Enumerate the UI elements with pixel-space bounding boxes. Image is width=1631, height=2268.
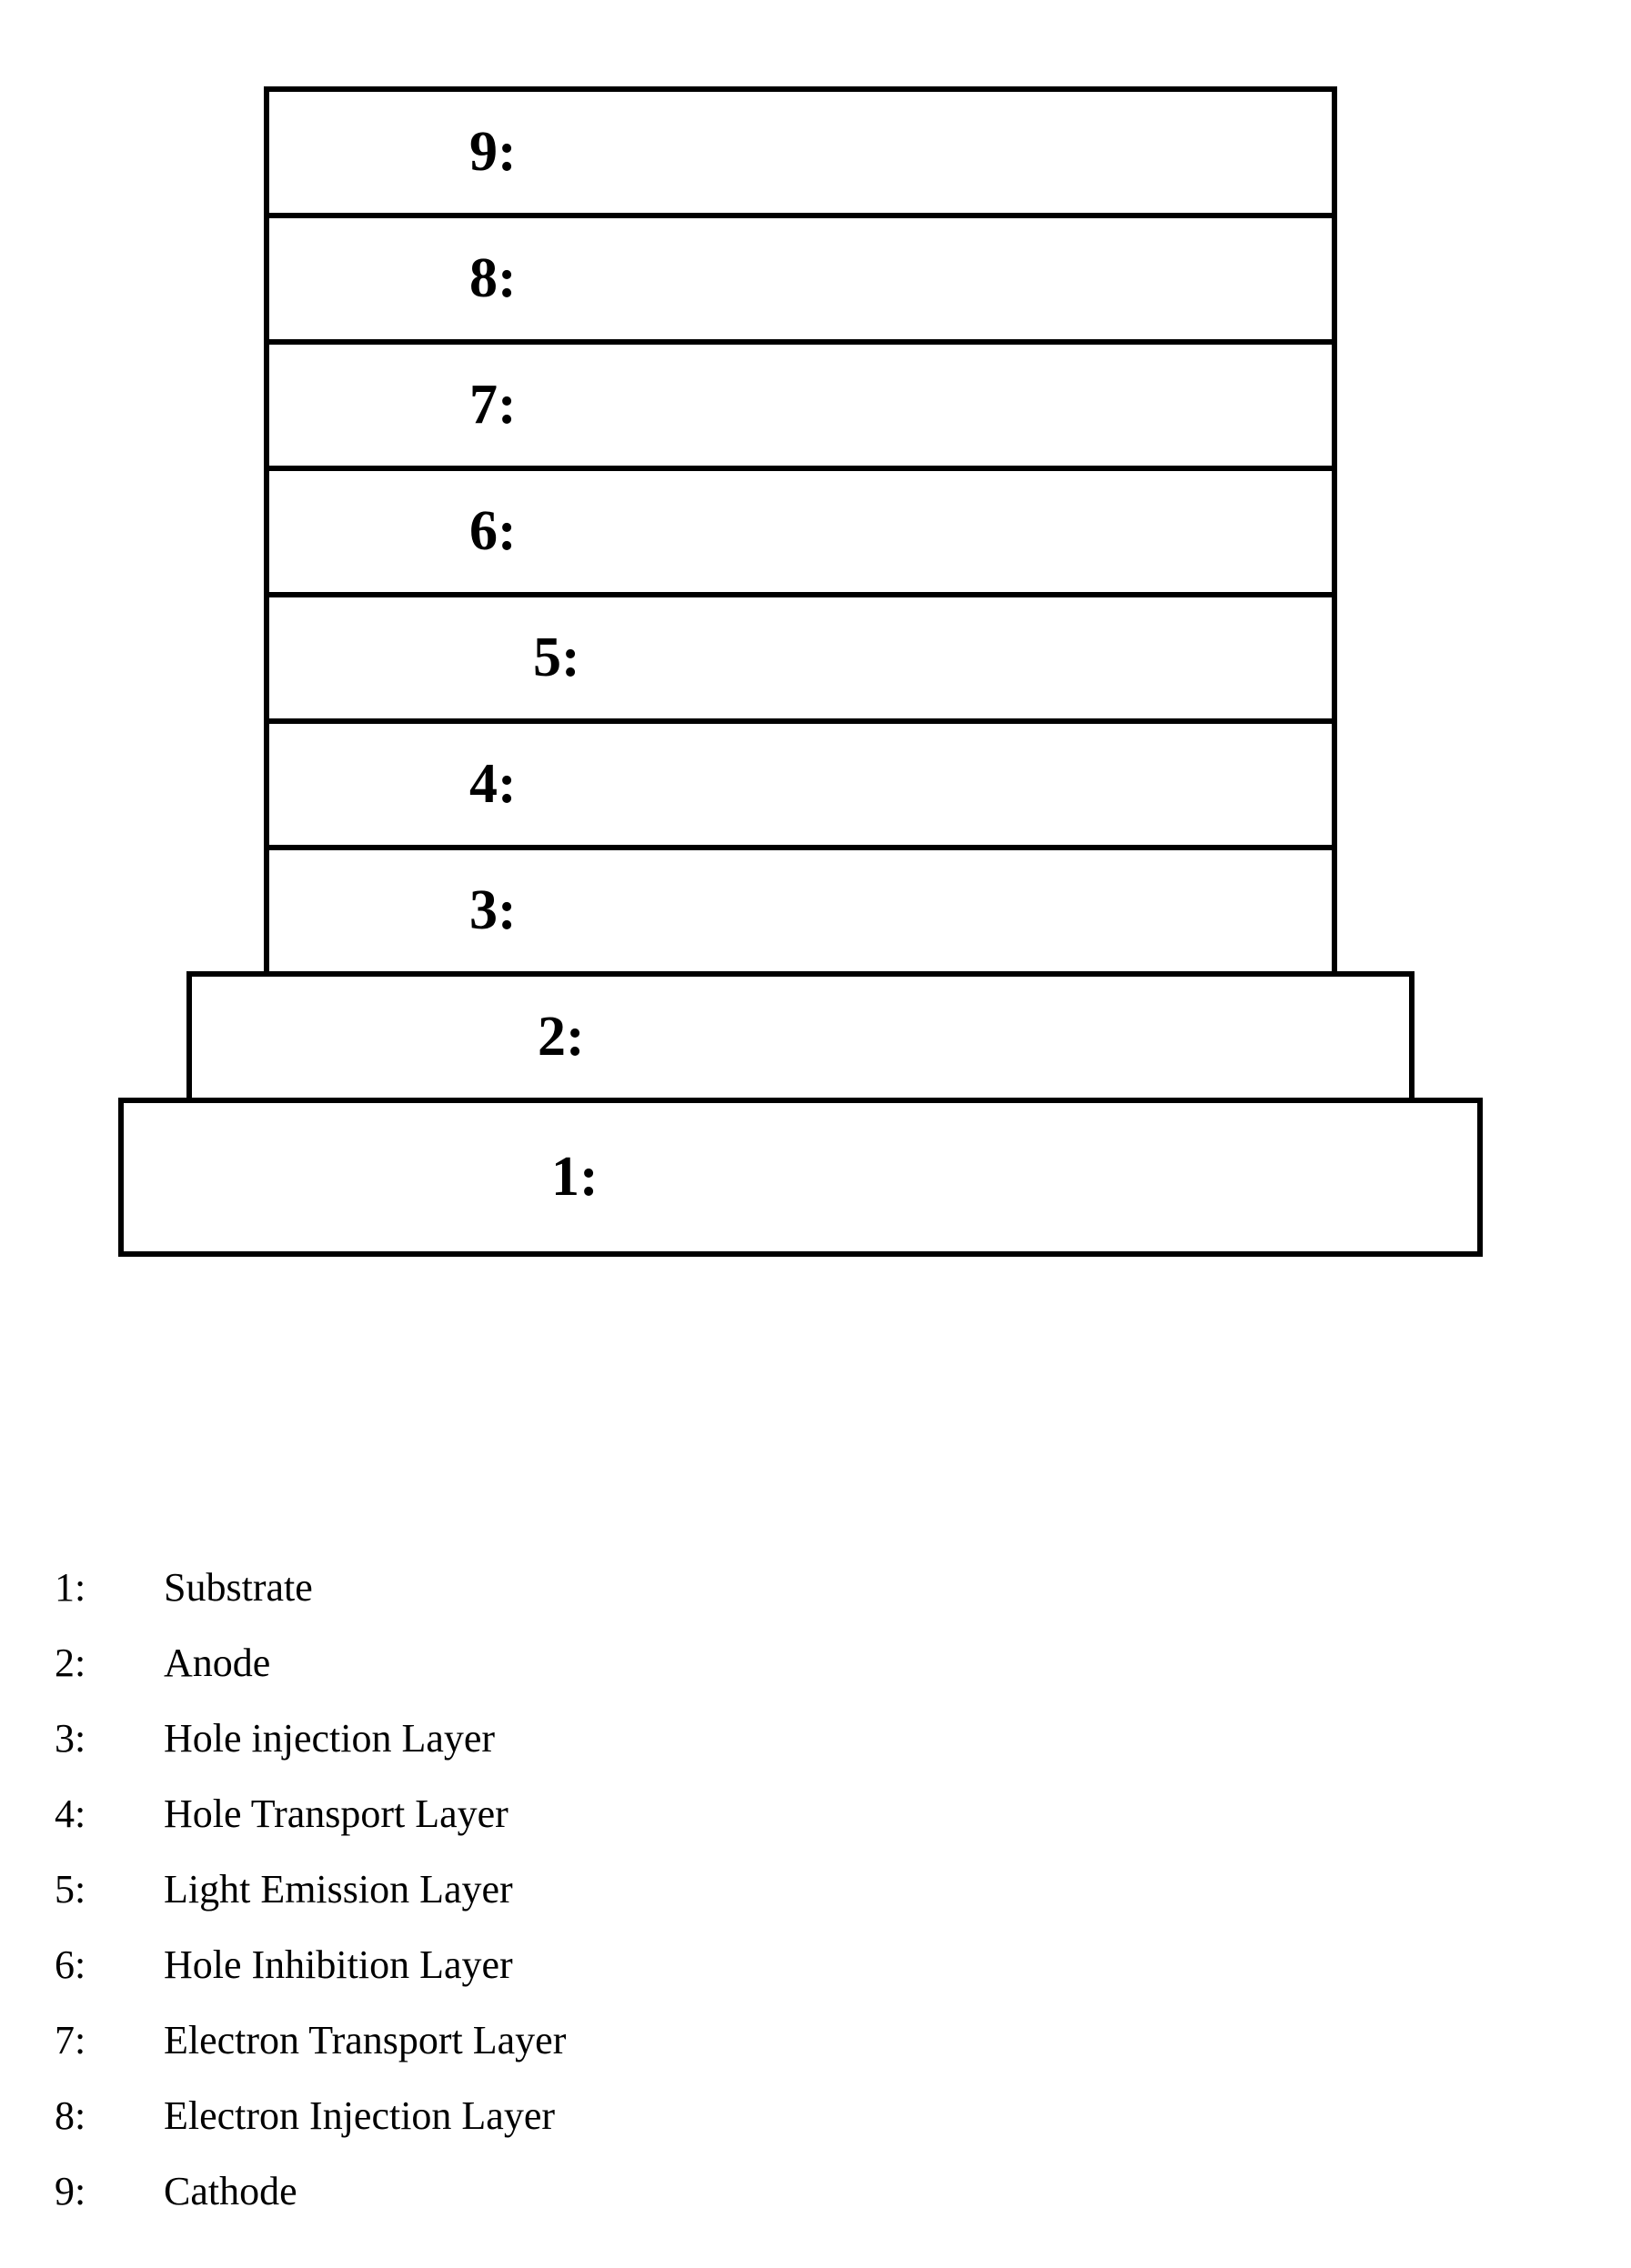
legend-item-5: 5: Light Emission Layer bbox=[55, 1866, 1328, 1912]
layer-4-label: 4: bbox=[469, 752, 517, 817]
legend-number: 8: bbox=[55, 2092, 164, 2139]
legend-text: Cathode bbox=[164, 2168, 297, 2214]
layer-3-label: 3: bbox=[469, 878, 517, 943]
legend-number: 9: bbox=[55, 2168, 164, 2214]
legend-text: Electron Transport Layer bbox=[164, 2017, 566, 2063]
layer-8-label: 8: bbox=[469, 246, 517, 311]
layer-2-label: 2: bbox=[538, 1005, 585, 1069]
legend-item-1: 1: Substrate bbox=[55, 1564, 1328, 1611]
legend-item-7: 7: Electron Transport Layer bbox=[55, 2017, 1328, 2063]
legend-text: Electron Injection Layer bbox=[164, 2092, 555, 2139]
legend: 1: Substrate 2: Anode 3: Hole injection … bbox=[55, 1564, 1328, 2243]
legend-number: 6: bbox=[55, 1942, 164, 1988]
layer-stack: 9: 8: 7: 6: 5: 4: 3: 2: 1: bbox=[118, 86, 1483, 1257]
legend-text: Light Emission Layer bbox=[164, 1866, 513, 1912]
legend-text: Hole Inhibition Layer bbox=[164, 1942, 513, 1988]
legend-item-8: 8: Electron Injection Layer bbox=[55, 2092, 1328, 2139]
legend-item-9: 9: Cathode bbox=[55, 2168, 1328, 2214]
legend-text: Substrate bbox=[164, 1564, 313, 1611]
legend-number: 1: bbox=[55, 1564, 164, 1611]
legend-number: 2: bbox=[55, 1640, 164, 1686]
layer-9: 9: bbox=[264, 86, 1337, 218]
legend-item-6: 6: Hole Inhibition Layer bbox=[55, 1942, 1328, 1988]
layer-6-label: 6: bbox=[469, 499, 517, 564]
legend-number: 5: bbox=[55, 1866, 164, 1912]
layer-5: 5: bbox=[264, 592, 1337, 724]
layer-7: 7: bbox=[264, 339, 1337, 471]
layer-3: 3: bbox=[264, 845, 1337, 977]
legend-number: 4: bbox=[55, 1791, 164, 1837]
legend-text: Hole Transport Layer bbox=[164, 1791, 508, 1837]
legend-text: Anode bbox=[164, 1640, 270, 1686]
layer-2: 2: bbox=[186, 971, 1415, 1103]
legend-number: 3: bbox=[55, 1715, 164, 1761]
layer-1: 1: bbox=[118, 1098, 1483, 1257]
layer-stack-diagram: 9: 8: 7: 6: 5: 4: 3: 2: 1: bbox=[118, 86, 1483, 1257]
layer-9-label: 9: bbox=[469, 120, 517, 185]
layer-8: 8: bbox=[264, 213, 1337, 345]
layer-5-label: 5: bbox=[533, 626, 580, 690]
legend-item-2: 2: Anode bbox=[55, 1640, 1328, 1686]
layer-4: 4: bbox=[264, 718, 1337, 850]
layer-7-label: 7: bbox=[469, 373, 517, 437]
legend-text: Hole injection Layer bbox=[164, 1715, 495, 1761]
legend-number: 7: bbox=[55, 2017, 164, 2063]
layer-1-label: 1: bbox=[551, 1145, 599, 1209]
legend-item-3: 3: Hole injection Layer bbox=[55, 1715, 1328, 1761]
layer-6: 6: bbox=[264, 466, 1337, 597]
legend-item-4: 4: Hole Transport Layer bbox=[55, 1791, 1328, 1837]
